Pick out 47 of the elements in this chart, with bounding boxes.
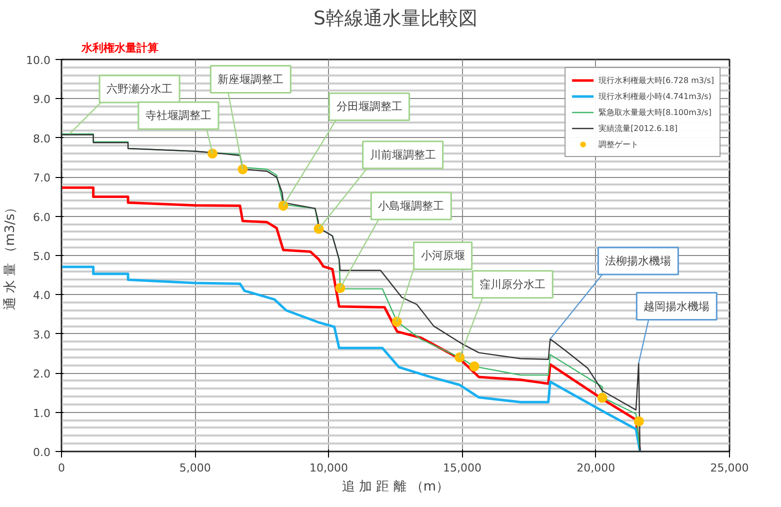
point (314, 224, 324, 234)
annotation: 小島堰調整工 (378, 200, 444, 213)
y-tick-label: 6.0 (33, 210, 51, 224)
annotation: 窪川原分水工 (480, 278, 546, 291)
y-tick-label: 8.0 (33, 132, 51, 146)
y-tick-label: 1.0 (33, 406, 51, 420)
annotation: 分田堰調整工 (336, 100, 402, 114)
point (392, 316, 402, 327)
y-tick-label: 10.0 (26, 54, 51, 67)
y-tick-label: 2.0 (33, 368, 51, 381)
x-axis-title: 追 加 距 離 （m） (342, 480, 450, 494)
legend-label: 緊急取水量最大時[8.100m3/s] (598, 106, 712, 118)
annotation: 寺社堰調整工 (145, 109, 212, 122)
point (634, 416, 644, 426)
y-tick-label: 0.0 (33, 446, 51, 459)
y-tick-label: 7.0 (33, 172, 51, 185)
point (238, 164, 248, 174)
point (278, 200, 288, 211)
text: 水利権水量計算 (80, 42, 158, 54)
point (335, 283, 346, 294)
x-tick-label: 0 (58, 462, 65, 474)
y-tick-label: 5.0 (33, 250, 51, 263)
y-tick-label: 9.0 (33, 93, 51, 106)
annotation: 小河原堰 (420, 249, 465, 262)
chart-title: S幹線通水量比較図 (313, 8, 478, 30)
x-tick-label: 25,000 (710, 462, 749, 474)
point (207, 148, 218, 159)
x-tick-label: 10,000 (309, 462, 348, 474)
y-axis-title: 通 水 量 （m3/s） (3, 200, 18, 310)
annotation: 川前堰調整工 (370, 148, 436, 162)
x-tick-label: 15,000 (443, 462, 482, 474)
x-tick-label: 20,000 (576, 462, 616, 474)
legend-label: 現行水利権最小時(4.741m3/s) (598, 90, 712, 102)
annotation: 越岡揚水機場 (644, 300, 710, 313)
point (597, 392, 608, 403)
legend-label: 現行水利権最大時[6.728 m3/s] (598, 74, 714, 86)
y-tick-label: 3.0 (33, 328, 51, 342)
x-tick-label: 5,000 (179, 462, 211, 474)
y-tick-label: 4.0 (33, 289, 51, 302)
annotation: 六野瀬分水工 (106, 82, 173, 96)
line-series (62, 266, 642, 452)
point (454, 352, 465, 362)
annotation: 新座堰調整工 (218, 72, 284, 86)
legend-label: 調整ゲート (598, 138, 639, 150)
annotation: 法柳揚水機場 (605, 254, 672, 268)
point (469, 361, 480, 372)
legend-label: 実績流量[2012.6.18] (598, 122, 678, 134)
